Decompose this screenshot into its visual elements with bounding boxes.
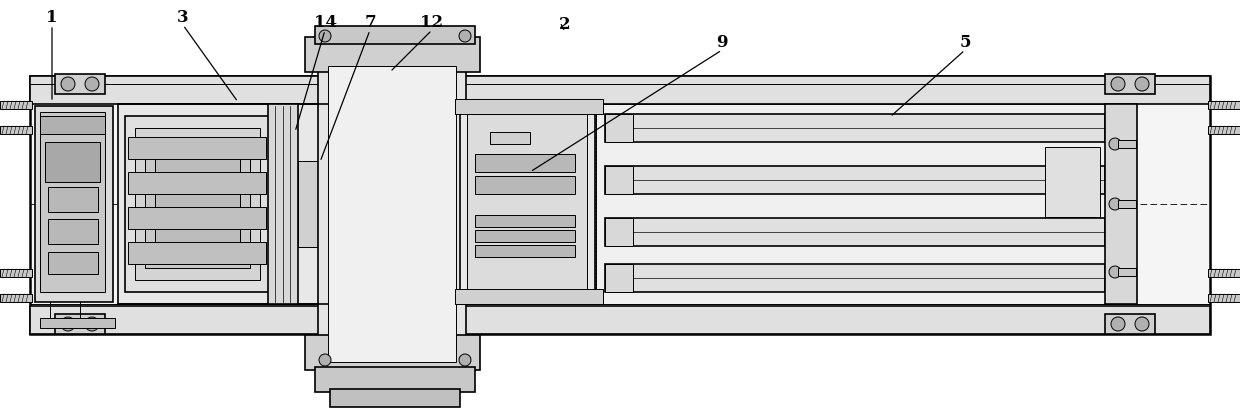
Bar	[1208, 126, 1240, 134]
Bar	[0, 101, 32, 109]
Bar	[490, 132, 529, 144]
Text: 12: 12	[420, 14, 444, 30]
Bar	[317, 30, 466, 380]
Circle shape	[61, 77, 74, 91]
Bar	[145, 140, 250, 268]
Bar	[0, 126, 32, 134]
Bar	[315, 26, 475, 44]
Bar	[1118, 268, 1136, 276]
Bar	[1105, 104, 1137, 304]
Bar	[605, 114, 1105, 142]
Bar	[135, 128, 260, 280]
Bar	[605, 166, 632, 194]
Bar	[475, 215, 575, 227]
Bar	[40, 112, 105, 292]
Bar	[605, 264, 1105, 292]
Circle shape	[86, 317, 99, 331]
Bar	[1118, 200, 1136, 208]
Bar	[330, 389, 460, 407]
Circle shape	[1109, 266, 1121, 278]
Bar	[48, 252, 98, 274]
Bar	[467, 114, 587, 294]
Circle shape	[86, 77, 99, 91]
Bar	[30, 76, 1210, 104]
Bar	[55, 74, 105, 94]
Text: 9: 9	[717, 33, 728, 51]
Bar	[45, 142, 100, 182]
Bar	[48, 219, 98, 244]
Bar	[128, 207, 267, 229]
Bar	[329, 66, 456, 362]
Bar	[455, 289, 603, 304]
Bar	[305, 37, 480, 72]
Circle shape	[61, 317, 74, 331]
Circle shape	[459, 30, 471, 42]
Bar	[268, 104, 298, 304]
Bar	[1208, 269, 1240, 277]
Bar	[1208, 294, 1240, 302]
Bar	[596, 104, 1114, 304]
Bar	[475, 245, 575, 257]
Bar	[475, 230, 575, 242]
Bar	[30, 306, 1210, 334]
Bar	[48, 187, 98, 212]
Text: 14: 14	[314, 14, 336, 30]
Circle shape	[319, 30, 331, 42]
Bar	[1208, 101, 1240, 109]
Circle shape	[459, 354, 471, 366]
Text: 3: 3	[177, 9, 188, 26]
Bar	[128, 242, 267, 264]
Bar	[455, 99, 603, 114]
Bar	[40, 318, 115, 328]
Bar	[30, 76, 1210, 334]
Bar	[605, 264, 632, 292]
Bar	[1105, 74, 1154, 94]
Text: 7: 7	[365, 14, 376, 30]
Circle shape	[1135, 77, 1149, 91]
Bar	[0, 294, 32, 302]
Bar	[1045, 147, 1100, 217]
Circle shape	[1109, 138, 1121, 150]
Bar	[1118, 140, 1136, 148]
Bar	[128, 172, 267, 194]
Bar	[40, 116, 105, 134]
Circle shape	[319, 354, 331, 366]
Bar	[298, 161, 317, 247]
Circle shape	[1135, 317, 1149, 331]
Circle shape	[1111, 77, 1125, 91]
Circle shape	[1109, 198, 1121, 210]
Text: 1: 1	[46, 9, 58, 26]
Text: 2: 2	[559, 16, 570, 33]
Bar	[35, 106, 113, 302]
Bar	[305, 335, 480, 370]
Bar	[605, 218, 1105, 246]
Text: 5: 5	[960, 33, 971, 51]
Bar	[460, 104, 595, 304]
Bar	[1105, 314, 1154, 334]
Circle shape	[1111, 317, 1125, 331]
Bar	[118, 104, 378, 304]
Bar	[475, 176, 575, 194]
Bar	[155, 151, 241, 257]
Bar	[605, 218, 632, 246]
Bar	[128, 137, 267, 159]
Bar	[475, 154, 575, 172]
Bar	[125, 116, 270, 292]
Bar	[55, 314, 105, 334]
Bar	[0, 269, 32, 277]
Bar	[605, 114, 632, 142]
Bar	[315, 367, 475, 392]
Bar	[605, 166, 1105, 194]
